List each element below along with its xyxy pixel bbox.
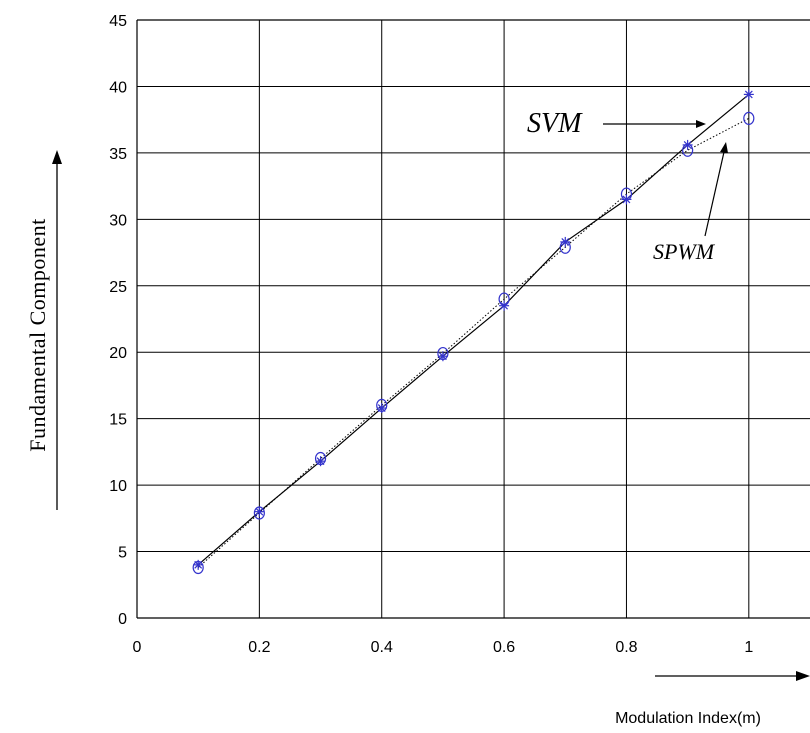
y-tick-label: 10 [109,478,127,495]
y-tick-label: 25 [109,279,127,296]
spwm-point [620,187,633,201]
spwm-point [437,346,449,361]
spwm-point [376,398,388,412]
y-tick-label: 15 [109,412,127,429]
x-tick-label: 0.2 [248,639,270,656]
spwm-point [498,292,510,306]
svm-annotation-arrow-head [696,120,706,128]
x-axis-label: Modulation Index(m) [615,710,761,727]
x-tick-label: 0.8 [615,639,637,656]
y-tick-label: 30 [109,212,127,229]
svm-point [682,139,693,150]
x-tick-label: 0.4 [371,639,393,656]
svm-point [499,300,510,311]
x-axis-arrow-head [796,671,810,681]
x-tick-label: 1 [744,639,753,656]
spwm-point [192,560,204,575]
grid [137,20,810,618]
spwm-point [682,143,694,157]
y-tick-labels: 0 5 10 15 20 25 30 35 40 45 [109,13,127,628]
y-tick-label: 0 [118,611,127,628]
y-axis-label: Fundamental Component [25,218,50,452]
y-tick-label: 20 [109,345,127,362]
x-tick-labels: 0 0.2 0.4 0.6 0.8 1 [133,639,754,656]
y-axis-arrow-head [52,150,62,164]
svm-annotation: SVM [527,108,583,139]
spwm-point [559,240,571,254]
y-tick-label: 35 [109,146,127,163]
spwm-annotation-arrow-head [720,142,728,153]
svm-series-line [197,93,750,566]
svm-point [621,194,632,205]
series-layer [192,89,755,575]
spwm-point [743,111,755,125]
x-tick-label: 0.6 [493,639,515,656]
svm-point [743,89,754,100]
y-tick-label: 5 [118,545,127,562]
y-tick-label: 45 [109,13,127,30]
plot-frame [136,19,810,619]
spwm-series-line [197,117,750,568]
x-tick-label: 0 [133,639,142,656]
spwm-point [253,506,265,520]
spwm-annotation: SPWM [653,239,716,264]
spwm-annotation-arrow [704,151,725,237]
y-tick-label: 40 [109,79,127,96]
svm-point [560,236,571,247]
spwm-point [314,451,327,466]
svm-point [254,506,265,517]
